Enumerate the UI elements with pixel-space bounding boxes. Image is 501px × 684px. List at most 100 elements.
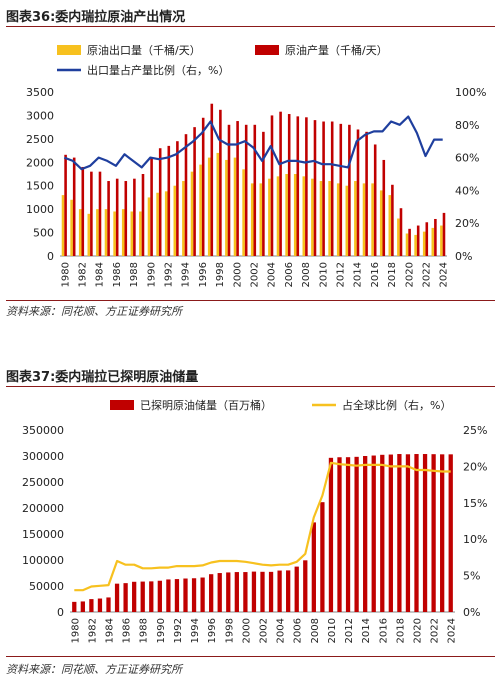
chart1-bar-b — [72, 157, 76, 256]
chart1-bar-a — [379, 190, 383, 256]
chart2-bar — [294, 566, 299, 612]
chart2-x-tick-label: 2012 — [344, 618, 355, 643]
chart1-bar-b — [339, 123, 343, 256]
chart2-x-tick-label: 2016 — [378, 618, 389, 643]
chart2-bar — [337, 457, 342, 612]
chart-oil-production: 0 500 1000 1500 2000 2500 3000 3500 0% 20% 40% 60% 8… — [26, 43, 486, 287]
chart1-bar-a — [87, 213, 91, 256]
chart1-bar-a — [422, 231, 426, 256]
chart1-bar-b — [356, 129, 360, 256]
chart1-bar-b — [287, 114, 291, 256]
chart1-right-tick-label: 80% — [455, 119, 479, 132]
chart2-x-tick-label: 1992 — [173, 618, 184, 643]
chart1-bar-b — [201, 117, 205, 257]
chart1-bar-a — [302, 176, 306, 256]
chart1-bar-b — [158, 148, 162, 256]
chart2-x-tick-label: 1986 — [122, 618, 133, 643]
chart1-bar-a — [259, 183, 263, 256]
chart1-bar-b — [330, 121, 334, 257]
chart1-bar-a — [139, 211, 142, 256]
chart2-bar — [363, 456, 368, 612]
chart1-bar-b — [167, 145, 171, 256]
chart1-bar-a — [199, 164, 202, 256]
chart2-left-tick-label: 100000 — [22, 554, 64, 567]
chart1-bar-b — [391, 184, 394, 256]
chart2-bar — [97, 598, 103, 612]
chart1-left-tick-label: 3000 — [26, 109, 54, 122]
chart1-bar-b — [382, 159, 386, 256]
chart2-bar — [200, 577, 205, 612]
chart2-left-tick-label: 300000 — [22, 450, 64, 463]
chart1-bar-b — [244, 124, 248, 256]
chart1-bar-a — [440, 225, 443, 256]
chart2-bar — [140, 581, 145, 612]
chart2-bar — [414, 454, 419, 612]
chart1-bar-b — [279, 111, 282, 257]
figure2-title-rule — [6, 386, 495, 387]
chart2-x-tick-label: 2020 — [413, 618, 424, 643]
chart1-bar-a — [388, 195, 392, 256]
chart2-bar — [80, 601, 85, 612]
chart1-left-tick-label: 2000 — [26, 156, 54, 169]
chart1-x-tick-label: 2024 — [439, 262, 450, 287]
chart2-bar — [405, 454, 411, 612]
chart1-bar-b — [64, 154, 67, 256]
chart2-x-tick-label: 2018 — [395, 618, 406, 643]
chart2-bar — [149, 581, 154, 612]
chart1-bar-b — [270, 115, 274, 256]
chart1-bar-b — [219, 109, 222, 256]
chart1-bar-b — [81, 166, 85, 256]
chart1-x-tick-label: 1990 — [146, 262, 157, 287]
chart1-bar-a — [96, 209, 99, 256]
chart2-bar — [166, 579, 171, 612]
chart2-bar — [328, 457, 334, 612]
chart2-bar — [448, 454, 453, 612]
chart2-bar — [397, 454, 402, 612]
chart1-bar-a — [156, 192, 159, 256]
figure1-source: 资料来源：同花顺、方正证券研究所 — [6, 305, 182, 318]
chart1-bar-a — [285, 174, 288, 256]
chart1-bar-b — [107, 181, 110, 256]
chart1-bar-b — [296, 116, 300, 256]
chart2-right-tick-label: 0% — [463, 606, 480, 619]
chart1-bar-b — [115, 178, 119, 256]
chart2-bar — [303, 560, 308, 612]
chart1-x-tick-label: 1982 — [78, 262, 89, 287]
chart2-x-tick-label: 2024 — [447, 618, 458, 643]
chart1-x-tick-label: 2000 — [232, 262, 243, 287]
chart1-left-tick-label: 3500 — [26, 86, 54, 99]
chart1-bar-a — [328, 181, 331, 256]
chart1-bar-a — [173, 185, 177, 256]
chart2-x-tick-label: 1988 — [139, 618, 150, 643]
chart1-left-tick-label: 1500 — [26, 180, 54, 193]
chart1-x-tick-label: 1998 — [215, 262, 226, 287]
chart1-x-tick-label: 1988 — [129, 262, 140, 287]
chart2-x-tick-label: 1982 — [87, 618, 98, 643]
chart2-x-tick-label: 1980 — [70, 618, 81, 643]
chart2-bar — [183, 578, 188, 612]
chart1-bar-a — [354, 181, 357, 256]
chart1-x-tick-label: 1992 — [164, 262, 175, 287]
chart1-bar-b — [425, 222, 429, 256]
chart1-legend-label-0: 原油出口量（千桶/天） — [87, 43, 201, 57]
chart2-bar — [251, 571, 257, 612]
chart1-bar-b — [253, 124, 257, 256]
chart2-left-tick-label: 50000 — [29, 580, 64, 593]
chart1-bar-a — [225, 159, 228, 256]
chart2-bar — [345, 457, 351, 612]
chart2-bar — [268, 571, 274, 612]
chart2-bar — [174, 579, 180, 612]
chart2-bar — [431, 454, 436, 612]
chart1-x-tick-label: 1984 — [95, 262, 106, 287]
chart2-bar — [157, 580, 162, 612]
chart1-bar-a — [78, 209, 82, 256]
chart2-x-tick-label: 2010 — [327, 618, 338, 643]
chart1-bar-b — [348, 124, 351, 256]
figure1-title-rule — [6, 26, 495, 27]
chart1-bar-a — [345, 185, 349, 256]
chart1-right-tick-label: 100% — [455, 86, 486, 99]
chart2-bar — [191, 578, 197, 612]
chart2-x-tick-label: 2000 — [241, 618, 252, 643]
chart2-x-tick-label: 1996 — [207, 618, 218, 643]
chart2-bar — [217, 573, 222, 612]
